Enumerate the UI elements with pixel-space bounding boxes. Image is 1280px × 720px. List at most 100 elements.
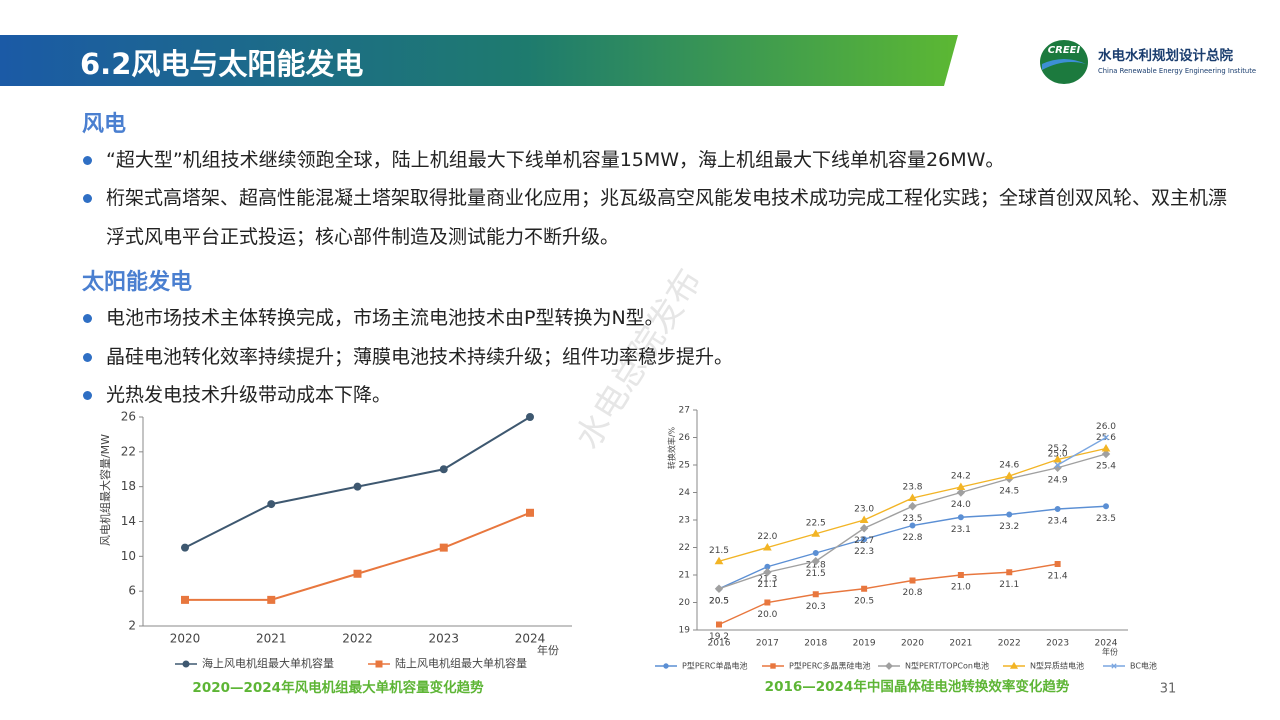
marker [526, 413, 534, 421]
marker [1054, 506, 1061, 512]
marker [1004, 471, 1014, 479]
value-label: 24.5 [999, 486, 1019, 496]
marker [1101, 444, 1111, 452]
y-tick-label: 26 [679, 433, 691, 443]
marker [763, 568, 772, 577]
legend-label: 陆上风电机组最大单机容量 [395, 656, 527, 670]
y-tick-label: 10 [121, 549, 136, 563]
marker [812, 550, 819, 556]
value-label: 22.0 [757, 532, 777, 542]
value-label: 26.0 [1096, 422, 1116, 432]
legend-marker [182, 660, 190, 668]
legend-label: P型PERC单晶电池 [682, 661, 747, 671]
value-label: 20.5 [854, 596, 874, 606]
value-label: 24.6 [999, 461, 1019, 471]
value-label: 19.2 [709, 632, 729, 642]
y-tick-label: 20 [679, 598, 691, 608]
section-heading: 太阳能发电 [82, 270, 193, 295]
marker [439, 465, 448, 474]
value-label: 24.2 [951, 472, 971, 482]
marker [181, 595, 189, 604]
x-tick-label: 2022 [998, 639, 1021, 649]
series-line [1057, 436, 1107, 466]
legend-label: N型PERT/TOPCon电池 [905, 661, 989, 671]
marker [714, 584, 724, 593]
marker [861, 585, 868, 592]
marker [811, 557, 820, 566]
series-line [185, 511, 531, 601]
marker [812, 591, 819, 598]
legend-marker [663, 663, 669, 669]
x-tick-label: 2016 [708, 639, 731, 649]
value-label: 21.0 [951, 583, 971, 593]
value-label: 23.2 [999, 522, 1019, 532]
marker [1103, 503, 1109, 510]
marker [353, 569, 362, 578]
marker [859, 524, 869, 533]
bullet-text: 桁架式高塔架、超高性能混凝土塔架取得批量商业化应用；兆瓦级高空风能发电技术成功完… [106, 187, 1228, 248]
legend-label: BC电池 [1130, 661, 1157, 671]
legend-label: P型PERC多晶黑硅电池 [789, 661, 870, 671]
value-label: 21.1 [999, 580, 1019, 590]
series-line [184, 416, 531, 549]
value-label: 20.8 [902, 588, 922, 598]
slide-title: 6.2风电与太阳能发电 [80, 47, 364, 81]
x-axis-unit: 年份 [1102, 647, 1118, 657]
marker [763, 543, 772, 551]
bullet-dot [83, 391, 92, 400]
legend-marker [375, 660, 383, 668]
page-number: 31 [1160, 682, 1177, 697]
bullet-dot [83, 314, 92, 323]
bullet-dot [83, 156, 92, 165]
marker [909, 522, 916, 529]
bullet-text: “超大型”机组技术继续领跑全球，陆上机组最大下线单机容量15MW，海上机组最大下… [106, 149, 1005, 171]
legend-marker [885, 662, 893, 670]
value-label: 21.4 [1048, 572, 1068, 582]
x-tick-label: 2019 [853, 639, 876, 649]
value-label: 22.8 [902, 533, 922, 543]
y-axis-label: 风电机组最大容量/MW [98, 434, 112, 546]
marker [267, 595, 276, 604]
bullet-text: 光热发电技术升级带动成本下降。 [106, 384, 392, 406]
marker [811, 529, 821, 537]
x-tick-label: 2018 [804, 639, 827, 649]
bullet-text: 晶硅电池转化效率持续提升；薄膜电池技术持续升级；组件功率稳步提升。 [106, 346, 734, 368]
marker [1053, 455, 1063, 463]
value-label: 21.1 [757, 580, 777, 590]
x-tick-label: 2023 [1046, 639, 1069, 649]
bullet-dot [83, 194, 92, 203]
value-label: 22.7 [854, 536, 874, 546]
marker [353, 482, 362, 491]
y-tick-label: 25 [679, 461, 690, 471]
y-tick-label: 2 [128, 619, 136, 633]
value-label: 21.5 [709, 546, 729, 556]
marker [1101, 449, 1111, 459]
value-label: 23.1 [951, 525, 971, 535]
x-tick-label: 2024 [515, 632, 546, 646]
value-label: 20.5 [709, 596, 729, 606]
x-tick-label: 2017 [756, 639, 779, 649]
value-label: 25.0 [1048, 450, 1068, 460]
legend-label: N型异质结电池 [1030, 661, 1084, 671]
value-label: 20.5 [709, 596, 729, 606]
logo-mark: CREEI [1048, 45, 1081, 56]
x-tick-label: 2021 [256, 632, 287, 646]
value-label: 20.3 [806, 602, 826, 612]
marker [1054, 462, 1061, 468]
chart-caption: 2016—2024年中国晶体硅电池转换效率变化趋势 [765, 678, 1070, 695]
value-label: 25.4 [1096, 462, 1116, 472]
header-bar [0, 35, 958, 86]
y-tick-label: 21 [679, 571, 690, 581]
legend-marker [1111, 663, 1117, 669]
value-label: 22.5 [806, 518, 826, 528]
section-heading: 风电 [82, 112, 127, 137]
bullet-dot [83, 353, 92, 362]
legend-label: 海上风电机组最大单机容量 [202, 656, 334, 670]
x-axis-unit: 年份 [537, 643, 559, 657]
y-tick-label: 22 [679, 543, 690, 553]
marker [909, 577, 916, 584]
marker [526, 508, 534, 517]
legend-marker [1009, 661, 1019, 669]
